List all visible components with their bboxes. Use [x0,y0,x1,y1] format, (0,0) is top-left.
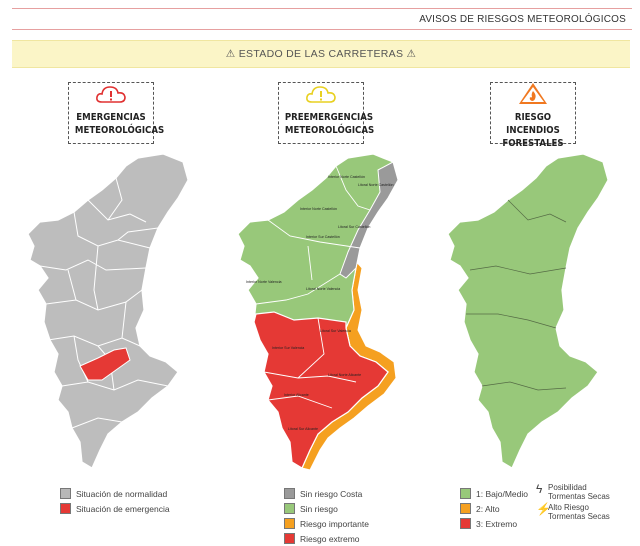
label-interior-norte-castellon: Interior Norte Castellón [328,175,365,179]
legend-item: Sin riesgo Costa [284,486,369,501]
header-divider [12,29,632,30]
label-litoral-norte-alicante: Litoral Norte Alicante [328,373,361,377]
map-emergencias[interactable] [18,150,218,480]
legend-item: Sin riesgo [284,501,369,516]
label-litoral-norte-castellon: Litoral Norte Castellón [358,183,394,187]
card-title-line1: PREEMERGENCIAS [284,112,374,123]
legend-swatch [284,503,295,514]
legend-swatch [460,503,471,514]
page-title: AVISOS DE RIESGOS METEOROLÓGICOS [419,14,626,25]
legend-item: ϟ Posibilidad Tormentas Secas [536,482,610,501]
legend-item: ⚡ Alto Riesgo Tormentas Secas [536,502,610,521]
label-litoral-sur-castellon: Litoral Sur Castellón [338,225,370,229]
legend-emergencias: Situación de normalidad Situación de eme… [60,486,170,516]
label-litoral-norte-valencia: Litoral Norte Valencia [306,287,340,291]
road-status-banner[interactable]: ⚠ ESTADO DE LAS CARRETERAS ⚠ [12,40,630,68]
legend-item: Situación de normalidad [60,486,170,501]
card-title-line1: EMERGENCIAS [76,112,146,123]
card-title-line2: METEOROLÓGICAS [74,125,165,136]
card-title-line2: METEOROLÓGICAS [284,125,375,136]
legend-tormentas: ϟ Posibilidad Tormentas Secas ⚡ Alto Ries… [536,482,610,524]
map-riesgo-incendios[interactable] [438,150,638,480]
legend-item: Riesgo extremo [284,531,369,546]
card-riesgo-incendios[interactable]: RIESGO INCENDIOS FORESTALES [490,82,576,149]
label-interior-norte-castellon-2: Interior Norte Castellón [300,207,337,211]
legend-swatch [460,488,471,499]
label-interior-norte-valencia: Interior Norte Valencia [246,280,282,284]
map-preemergencias[interactable]: Interior Norte Castellón Litoral Norte C… [228,150,428,480]
legend-swatch [284,518,295,529]
cloud-alert-icon [306,86,336,103]
legend-preemergencias: Sin riesgo Costa Sin riesgo Riesgo impor… [284,486,369,546]
label-interior-alicante: Interior Alicante [284,393,309,397]
road-status-link[interactable]: ⚠ ESTADO DE LAS CARRETERAS ⚠ [225,48,417,60]
top-divider [12,8,632,9]
card-title-line2: FORESTALES [502,138,564,149]
label-litoral-sur-alicante: Litoral Sur Alicante [288,427,318,431]
label-litoral-sur-valencia: Litoral Sur Valencia [320,329,351,333]
legend-item: 1: Bajo/Medio [460,486,528,501]
legend-item: Riesgo importante [284,516,369,531]
legend-item: 3: Extremo [460,516,528,531]
card-title-line1: RIESGO INCENDIOS [506,112,560,136]
cloud-alert-icon [96,86,126,103]
label-interior-sur-castellon: Interior Sur Castellón [306,235,340,239]
card-emergencias[interactable]: EMERGENCIAS METEOROLÓGICAS [68,82,165,144]
card-preemergencias[interactable]: PREEMERGENCIAS METEOROLÓGICAS [278,82,375,144]
legend-swatch [60,488,71,499]
legend-incendios: 1: Bajo/Medio 2: Alto 3: Extremo [460,486,528,531]
fire-warning-icon [519,83,547,104]
lightning-filled-icon: ⚡ [536,502,551,516]
legend-swatch [460,518,471,529]
legend-swatch [284,488,295,499]
legend-swatch [284,533,295,544]
legend-item: Situación de emergencia [60,501,170,516]
legend-swatch [60,503,71,514]
legend-item: 2: Alto [460,501,528,516]
label-interior-sur-valencia: Interior Sur Valencia [272,346,304,350]
lightning-outline-icon: ϟ [536,482,543,496]
